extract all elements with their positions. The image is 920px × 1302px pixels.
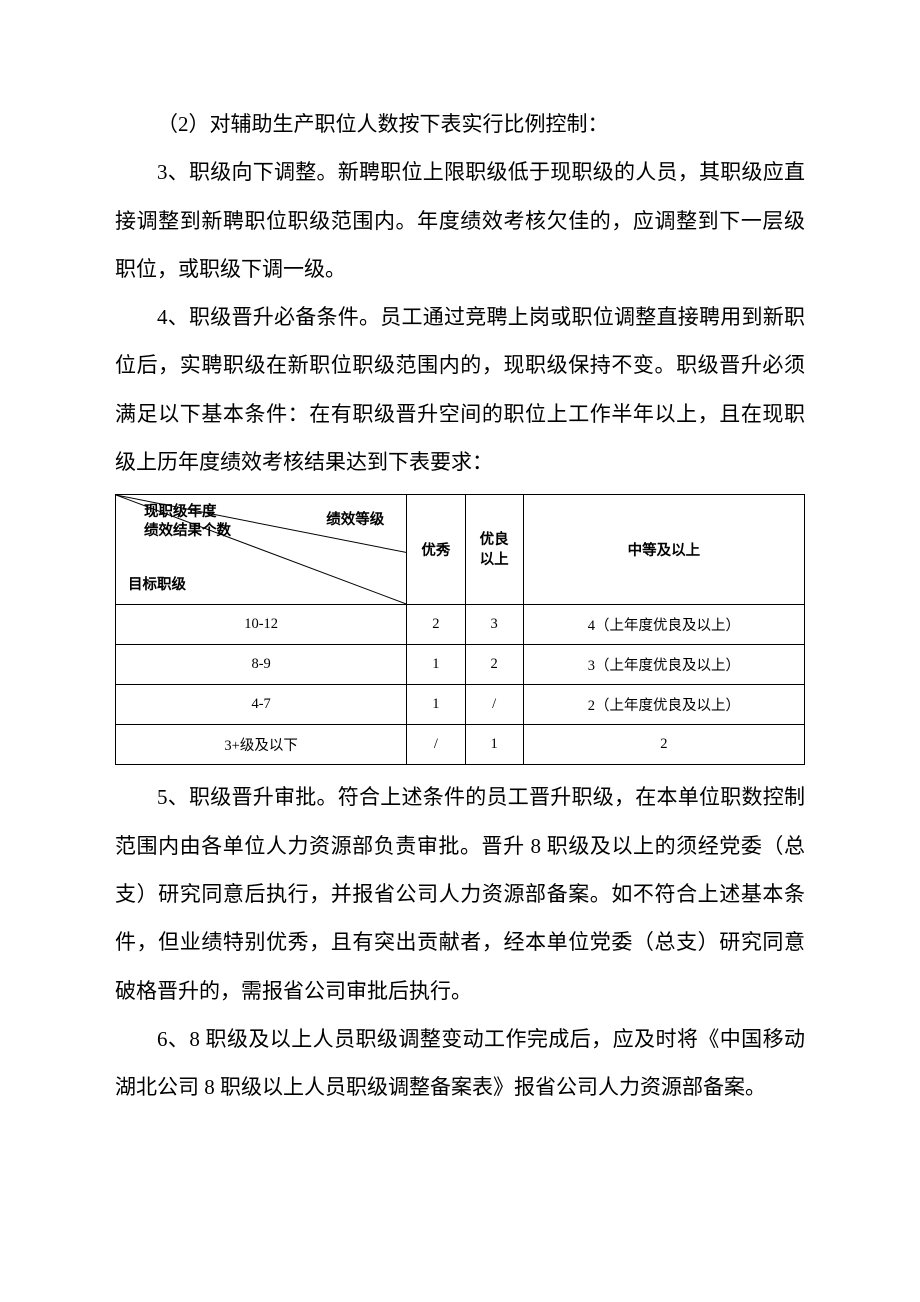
cell-excellent: 1	[407, 645, 465, 685]
diag-label-target: 目标职级	[128, 576, 186, 595]
table-header-row: 现职级年度 绩效结果个数 绩效等级 目标职级 优秀 优良 以上 中等及以上	[116, 495, 805, 605]
cell-medium: 4（上年度优良及以上）	[523, 605, 804, 645]
paragraph-2: （2）对辅助生产职位人数按下表实行比例控制：	[115, 100, 805, 148]
cell-excellent: /	[407, 725, 465, 765]
table-row: 4-7 1 / 2（上年度优良及以上）	[116, 685, 805, 725]
paragraph-5: 5、职级晋升审批。符合上述条件的员工晋升职级，在本单位职数控制范围内由各单位人力…	[115, 773, 805, 1014]
paragraph-4: 4、职级晋升必备条件。员工通过竞聘上岗或职位调整直接聘用到新职位后，实聘职级在新…	[115, 293, 805, 486]
promotion-table-container: 现职级年度 绩效结果个数 绩效等级 目标职级 优秀 优良 以上 中等及以上 10…	[115, 494, 805, 765]
table-row: 10-12 2 3 4（上年度优良及以上）	[116, 605, 805, 645]
cell-good: 1	[465, 725, 523, 765]
diag-label-results: 现职级年度 绩效结果个数	[144, 503, 231, 541]
cell-level: 4-7	[116, 685, 407, 725]
promotion-table: 现职级年度 绩效结果个数 绩效等级 目标职级 优秀 优良 以上 中等及以上 10…	[115, 494, 805, 765]
cell-medium: 2	[523, 725, 804, 765]
diag-label-grade: 绩效等级	[326, 511, 384, 530]
cell-level: 3+级及以下	[116, 725, 407, 765]
table-row: 8-9 1 2 3（上年度优良及以上）	[116, 645, 805, 685]
cell-level: 10-12	[116, 605, 407, 645]
cell-medium: 2（上年度优良及以上）	[523, 685, 804, 725]
cell-level: 8-9	[116, 645, 407, 685]
paragraph-6: 6、8 职级及以上人员职级调整变动工作完成后，应及时将《中国移动湖北公司 8 职…	[115, 1015, 805, 1112]
table-row: 3+级及以下 / 1 2	[116, 725, 805, 765]
col-header-excellent: 优秀	[407, 495, 465, 605]
cell-good: 2	[465, 645, 523, 685]
cell-good: 3	[465, 605, 523, 645]
paragraph-3: 3、职级向下调整。新聘职位上限职级低于现职级的人员，其职级应直接调整到新聘职位职…	[115, 148, 805, 293]
col-header-medium: 中等及以上	[523, 495, 804, 605]
cell-excellent: 2	[407, 605, 465, 645]
cell-medium: 3（上年度优良及以上）	[523, 645, 804, 685]
col-header-good: 优良 以上	[465, 495, 523, 605]
diagonal-header-cell: 现职级年度 绩效结果个数 绩效等级 目标职级	[116, 495, 407, 605]
cell-excellent: 1	[407, 685, 465, 725]
cell-good: /	[465, 685, 523, 725]
